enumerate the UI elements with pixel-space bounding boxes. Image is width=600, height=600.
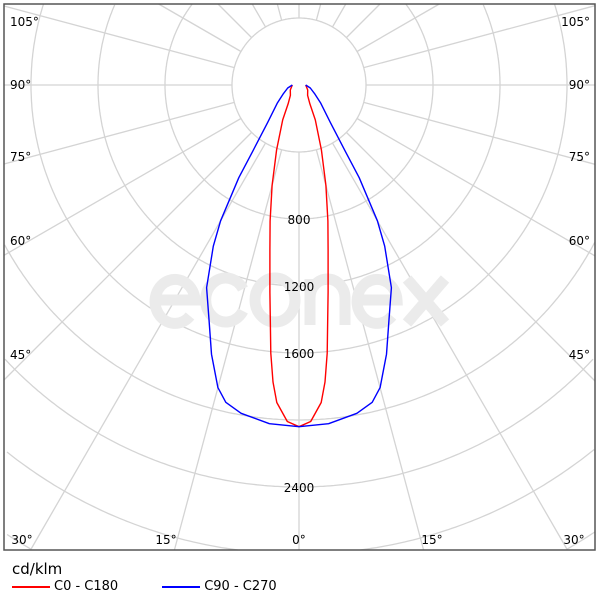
grid-spoke: [158, 3, 242, 53]
radial-tick-label: 2400: [284, 481, 315, 495]
grid-spoke: [29, 142, 267, 551]
angle-label-left: 60°: [10, 234, 31, 248]
grid-spoke: [315, 149, 425, 551]
grid-spoke: [331, 142, 569, 551]
angle-label-bottom: 0°: [292, 533, 306, 547]
angle-label-left: 105°: [10, 15, 39, 29]
watermark-letter: [351, 273, 403, 329]
watermark-letter: [249, 272, 301, 328]
legend: cd/klm C0 - C180 C90 - C270: [12, 560, 277, 594]
angle-label-right: 45°: [569, 348, 590, 362]
grid-spoke: [315, 3, 322, 21]
grid-spoke: [276, 3, 283, 21]
angle-label-left: 90°: [10, 78, 31, 92]
grid-spoke: [345, 131, 596, 382]
grid-circle: [566, 531, 596, 550]
grid-spoke: [217, 3, 253, 39]
angle-label-right: 60°: [569, 234, 590, 248]
angle-label-bottom: 30°: [563, 533, 584, 547]
grid-spoke: [251, 3, 267, 28]
grid-circle: [360, 448, 595, 551]
plot-frame: [3, 3, 596, 551]
angle-label-bottom: 15°: [155, 533, 176, 547]
radial-tick-label: 800: [288, 213, 311, 227]
legend-label-c0: C0 - C180: [54, 579, 119, 594]
legend-swatch-c90: [162, 585, 201, 588]
legend-label-c90: C90 - C270: [204, 579, 277, 594]
unit-label: cd/klm: [12, 560, 63, 578]
grid-spoke: [356, 117, 596, 257]
grid-spoke: [345, 3, 381, 39]
watermark-logo: [149, 272, 450, 329]
grid-spoke: [363, 5, 596, 69]
grid-circle: [30, 4, 568, 354]
angle-label-right: 75°: [569, 150, 590, 164]
grid-spoke: [3, 131, 253, 381]
grid-spoke: [173, 149, 283, 551]
legend-swatch-c0: [12, 585, 50, 588]
grid-spoke: [3, 5, 235, 69]
grid-spoke: [3, 101, 235, 165]
radial-tick-label: 1600: [284, 347, 315, 361]
series-curve-1: [205, 84, 393, 428]
watermark-letter: [304, 273, 351, 325]
grid-spoke: [356, 3, 440, 53]
watermark-letter: [149, 273, 201, 329]
watermark-letter: [200, 272, 248, 328]
grid-circle: [6, 533, 32, 550]
angle-label-left: 75°: [10, 150, 31, 164]
watermark-letter: [402, 275, 450, 327]
grid-spoke: [3, 117, 242, 256]
grid-circle: [164, 4, 434, 220]
angle-label-left: 45°: [10, 348, 31, 362]
grid-spoke: [331, 3, 347, 28]
angle-label-right: 105°: [561, 15, 590, 29]
grid-spoke: [363, 101, 596, 165]
angle-label-bottom: 30°: [11, 533, 32, 547]
grid-circle: [6, 451, 238, 551]
angle-label-bottom: 15°: [421, 533, 442, 547]
grid-circle: [4, 241, 596, 421]
polar-grid: [3, 3, 596, 551]
angle-label-right: 90°: [569, 78, 590, 92]
grid-circle: [553, 4, 568, 85]
radial-tick-label: 1200: [284, 280, 315, 294]
grid-circle: [482, 4, 501, 85]
grid-circle: [231, 17, 367, 153]
grid-circle: [405, 4, 434, 85]
